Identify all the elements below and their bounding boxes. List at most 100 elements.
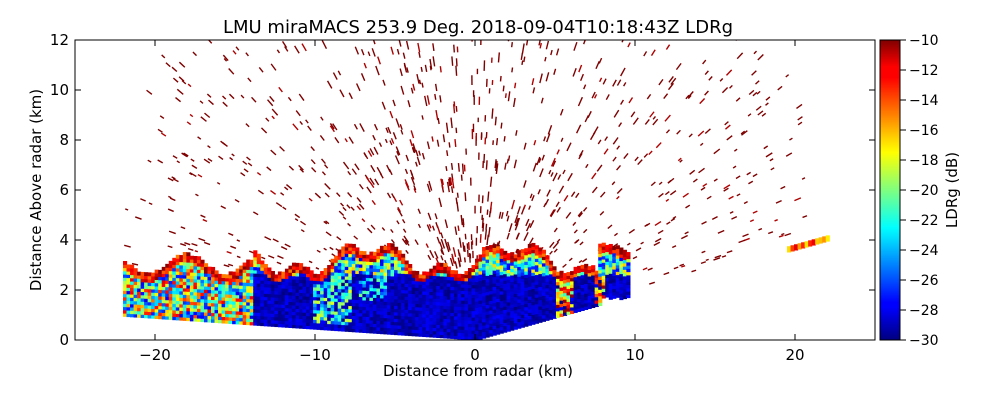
noise-mark [409, 139, 413, 147]
echo-cell [548, 260, 554, 265]
noise-mark [367, 150, 373, 157]
echo-cell [443, 302, 448, 306]
echo-cell [309, 325, 314, 330]
echo-cell [313, 309, 318, 314]
colorbar-tick-label: −28 [909, 303, 939, 319]
echo-cell [404, 280, 409, 284]
echo-cell [429, 275, 434, 280]
echo-cell [196, 304, 202, 309]
echo-cell [137, 294, 142, 299]
echo-cell [570, 290, 575, 295]
noise-mark [559, 108, 564, 116]
echo-cell [439, 295, 444, 300]
echo-cell [133, 290, 138, 295]
echo-cell [577, 272, 582, 277]
echo-cell [404, 309, 409, 314]
echo-cell [429, 268, 434, 273]
noise-mark [176, 160, 181, 164]
echo-cell [404, 270, 409, 275]
echo-cell [196, 256, 202, 261]
echo-cell [534, 251, 539, 256]
noise-mark [440, 178, 444, 189]
echo-cell [404, 302, 409, 307]
x-axis-label: Distance from radar (km) [383, 362, 573, 380]
echo-cell [446, 308, 451, 313]
echo-cell [242, 288, 247, 293]
echo-cell [422, 294, 427, 299]
echo-cell [232, 281, 237, 286]
noise-mark [725, 69, 733, 76]
echo-cell [580, 307, 585, 311]
echo-cell [415, 319, 420, 324]
echo-cell [256, 283, 261, 287]
echo-cell [506, 321, 511, 326]
echo-cell [464, 329, 469, 334]
echo-cell [341, 269, 346, 274]
noise-mark [226, 250, 232, 255]
echo-cell [615, 261, 620, 266]
echo-cell [327, 268, 332, 273]
echo-cell [545, 297, 550, 302]
echo-cell [552, 305, 557, 310]
noise-mark [348, 92, 353, 100]
echo-cell [358, 319, 363, 324]
noise-mark [573, 229, 578, 234]
echo-cell [503, 309, 508, 314]
echo-cell [151, 272, 156, 277]
echo-cell [158, 289, 163, 294]
noise-mark [550, 157, 556, 167]
echo-cell [383, 259, 388, 263]
echo-cell [404, 286, 409, 291]
noise-mark [664, 191, 670, 196]
noise-mark [511, 199, 516, 210]
echo-cell [394, 318, 399, 323]
echo-cell [397, 292, 402, 297]
echo-cell [513, 309, 518, 314]
noise-mark [520, 52, 524, 60]
echo-cell [601, 288, 606, 293]
echo-cell [566, 298, 571, 302]
echo-cell [443, 279, 448, 284]
echo-cell [390, 266, 395, 270]
echo-cell [351, 312, 356, 317]
echo-cell [140, 284, 145, 289]
echo-cell [284, 278, 290, 283]
echo-cell [344, 292, 349, 297]
echo-cell [566, 301, 571, 306]
noise-mark [724, 121, 729, 126]
echo-cell [790, 245, 795, 252]
echo-cell [478, 270, 483, 275]
echo-cell [369, 326, 374, 331]
echo-cell [531, 304, 536, 309]
echo-cell [344, 259, 349, 264]
echo-cell [200, 259, 205, 264]
noise-mark [500, 122, 503, 129]
noise-mark [236, 255, 241, 259]
echo-cell [439, 321, 444, 326]
echo-cell [158, 305, 163, 310]
echo-cell [475, 262, 480, 266]
echo-cell [365, 267, 370, 272]
echo-cell [538, 296, 543, 301]
echo-cell [460, 313, 466, 317]
echo-cell [158, 286, 163, 290]
echo-cell [313, 273, 318, 278]
echo-cell [302, 286, 307, 290]
echo-cell [541, 249, 546, 254]
echo-cell [594, 283, 599, 288]
echo-cell [584, 296, 589, 301]
noise-mark [417, 223, 421, 229]
echo-cell [577, 265, 582, 270]
echo-cell [137, 291, 142, 296]
noise-mark [284, 243, 291, 248]
echo-cell [436, 275, 441, 280]
noise-mark [463, 245, 466, 252]
echo-cell [327, 320, 332, 325]
echo-cell [439, 318, 444, 322]
echo-cell [520, 291, 525, 296]
noise-mark [572, 221, 577, 226]
echo-cell [478, 257, 483, 262]
echo-cell [425, 326, 430, 331]
noise-mark [326, 80, 333, 89]
noise-mark [178, 76, 185, 82]
